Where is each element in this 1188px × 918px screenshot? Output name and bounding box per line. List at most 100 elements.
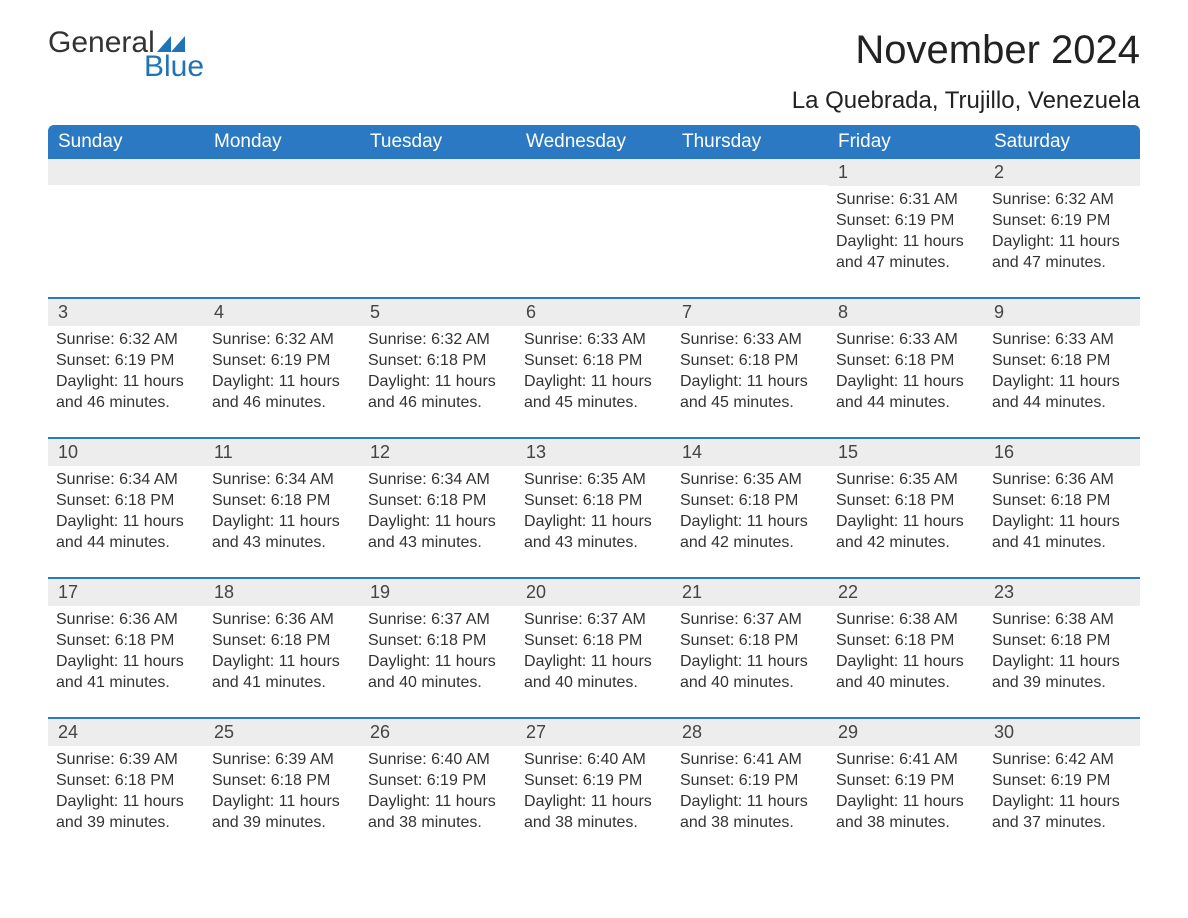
daylight-text: Daylight: 11 hours and 38 minutes.	[368, 792, 508, 834]
calendar-body: 1Sunrise: 6:31 AMSunset: 6:19 PMDaylight…	[48, 159, 1140, 839]
day-number: 11	[204, 439, 360, 466]
daylight-text: Daylight: 11 hours and 41 minutes.	[56, 652, 196, 694]
sunset-text: Sunset: 6:18 PM	[836, 351, 976, 372]
sunset-text: Sunset: 6:18 PM	[836, 491, 976, 512]
sunset-text: Sunset: 6:19 PM	[56, 351, 196, 372]
calendar-cell: 6Sunrise: 6:33 AMSunset: 6:18 PMDaylight…	[516, 299, 672, 419]
daylight-text: Daylight: 11 hours and 46 minutes.	[56, 372, 196, 414]
sunset-text: Sunset: 6:18 PM	[992, 351, 1132, 372]
title-block: November 2024 La Quebrada, Trujillo, Ven…	[792, 28, 1140, 115]
sunrise-text: Sunrise: 6:37 AM	[524, 610, 664, 631]
sunset-text: Sunset: 6:18 PM	[524, 351, 664, 372]
calendar-cell: 26Sunrise: 6:40 AMSunset: 6:19 PMDayligh…	[360, 719, 516, 839]
calendar-cell: 9Sunrise: 6:33 AMSunset: 6:18 PMDaylight…	[984, 299, 1140, 419]
calendar-cell: 22Sunrise: 6:38 AMSunset: 6:18 PMDayligh…	[828, 579, 984, 699]
calendar-cell: 30Sunrise: 6:42 AMSunset: 6:19 PMDayligh…	[984, 719, 1140, 839]
day-number: 27	[516, 719, 672, 746]
calendar-cell: 3 Sunrise: 6:32 AMSunset: 6:19 PMDaylight…	[48, 299, 204, 419]
sunrise-text: Sunrise: 6:33 AM	[992, 330, 1132, 351]
sunrise-text: Sunrise: 6:39 AM	[56, 750, 196, 771]
day-number: 10	[48, 439, 204, 466]
calendar-cell: 5Sunrise: 6:32 AMSunset: 6:18 PMDaylight…	[360, 299, 516, 419]
sunset-text: Sunset: 6:18 PM	[992, 491, 1132, 512]
daylight-text: Daylight: 11 hours and 40 minutes.	[680, 652, 820, 694]
sunrise-text: Sunrise: 6:33 AM	[836, 330, 976, 351]
sunset-text: Sunset: 6:18 PM	[524, 491, 664, 512]
daylight-text: Daylight: 11 hours and 46 minutes.	[212, 372, 352, 414]
sunrise-text: Sunrise: 6:35 AM	[836, 470, 976, 491]
calendar-cell: 28Sunrise: 6:41 AMSunset: 6:19 PMDayligh…	[672, 719, 828, 839]
day-number	[360, 159, 516, 185]
calendar-cell	[48, 159, 204, 279]
sunrise-text: Sunrise: 6:33 AM	[524, 330, 664, 351]
sunset-text: Sunset: 6:18 PM	[212, 771, 352, 792]
day-number: 22	[828, 579, 984, 606]
sunrise-text: Sunrise: 6:41 AM	[836, 750, 976, 771]
daylight-text: Daylight: 11 hours and 37 minutes.	[992, 792, 1132, 834]
sunrise-text: Sunrise: 6:39 AM	[212, 750, 352, 771]
sunrise-text: Sunrise: 6:32 AM	[992, 190, 1132, 211]
sunset-text: Sunset: 6:19 PM	[212, 351, 352, 372]
calendar-cell	[204, 159, 360, 279]
daylight-text: Daylight: 11 hours and 41 minutes.	[992, 512, 1132, 554]
sunset-text: Sunset: 6:19 PM	[836, 771, 976, 792]
sunrise-text: Sunrise: 6:32 AM	[212, 330, 352, 351]
sunset-text: Sunset: 6:19 PM	[368, 771, 508, 792]
day-number: 17	[48, 579, 204, 606]
sunrise-text: Sunrise: 6:38 AM	[992, 610, 1132, 631]
day-number	[516, 159, 672, 185]
calendar-cell: 12Sunrise: 6:34 AMSunset: 6:18 PMDayligh…	[360, 439, 516, 559]
calendar-cell: 20Sunrise: 6:37 AMSunset: 6:18 PMDayligh…	[516, 579, 672, 699]
sunrise-text: Sunrise: 6:36 AM	[212, 610, 352, 631]
sunset-text: Sunset: 6:18 PM	[56, 771, 196, 792]
daylight-text: Daylight: 11 hours and 47 minutes.	[836, 232, 976, 274]
sunrise-text: Sunrise: 6:35 AM	[524, 470, 664, 491]
calendar-cell: 2Sunrise: 6:32 AMSunset: 6:19 PMDaylight…	[984, 159, 1140, 279]
sunset-text: Sunset: 6:18 PM	[56, 631, 196, 652]
sunrise-text: Sunrise: 6:36 AM	[56, 610, 196, 631]
calendar-cell: 7Sunrise: 6:33 AMSunset: 6:18 PMDaylight…	[672, 299, 828, 419]
day-number: 28	[672, 719, 828, 746]
calendar-week: 24Sunrise: 6:39 AMSunset: 6:18 PMDayligh…	[48, 717, 1140, 839]
day-number	[48, 159, 204, 185]
sunset-text: Sunset: 6:19 PM	[524, 771, 664, 792]
day-number: 5	[360, 299, 516, 326]
day-number: 30	[984, 719, 1140, 746]
calendar-cell	[516, 159, 672, 279]
day-number: 20	[516, 579, 672, 606]
day-number	[204, 159, 360, 185]
daylight-text: Daylight: 11 hours and 38 minutes.	[524, 792, 664, 834]
sunset-text: Sunset: 6:19 PM	[836, 211, 976, 232]
sunrise-text: Sunrise: 6:36 AM	[992, 470, 1132, 491]
calendar-cell: 14Sunrise: 6:35 AMSunset: 6:18 PMDayligh…	[672, 439, 828, 559]
page-title: November 2024	[792, 28, 1140, 73]
calendar-cell	[360, 159, 516, 279]
day-number: 14	[672, 439, 828, 466]
daylight-text: Daylight: 11 hours and 44 minutes.	[992, 372, 1132, 414]
weekday-col: Saturday	[984, 125, 1140, 159]
calendar-cell: 27 Sunrise: 6:40 AMSunset: 6:19 PMDayligh…	[516, 719, 672, 839]
calendar-cell: 4Sunrise: 6:32 AMSunset: 6:19 PMDaylight…	[204, 299, 360, 419]
sunrise-text: Sunrise: 6:33 AM	[680, 330, 820, 351]
daylight-text: Daylight: 11 hours and 46 minutes.	[368, 372, 508, 414]
sunrise-text: Sunrise: 6:35 AM	[680, 470, 820, 491]
day-number: 7	[672, 299, 828, 326]
sunrise-text: Sunrise: 6:32 AM	[56, 330, 196, 351]
calendar-week: 1Sunrise: 6:31 AMSunset: 6:19 PMDaylight…	[48, 159, 1140, 279]
daylight-text: Daylight: 11 hours and 47 minutes.	[992, 232, 1132, 274]
sunset-text: Sunset: 6:18 PM	[524, 631, 664, 652]
sunrise-text: Sunrise: 6:37 AM	[680, 610, 820, 631]
daylight-text: Daylight: 11 hours and 43 minutes.	[524, 512, 664, 554]
sunrise-text: Sunrise: 6:34 AM	[368, 470, 508, 491]
sunrise-text: Sunrise: 6:42 AM	[992, 750, 1132, 771]
daylight-text: Daylight: 11 hours and 45 minutes.	[524, 372, 664, 414]
day-number: 3	[48, 299, 204, 326]
weekday-col: Thursday	[672, 125, 828, 159]
day-number: 25	[204, 719, 360, 746]
day-number: 1	[828, 159, 984, 186]
sunrise-text: Sunrise: 6:40 AM	[524, 750, 664, 771]
sunset-text: Sunset: 6:19 PM	[680, 771, 820, 792]
calendar-cell: 24Sunrise: 6:39 AMSunset: 6:18 PMDayligh…	[48, 719, 204, 839]
sunrise-text: Sunrise: 6:34 AM	[56, 470, 196, 491]
day-number: 18	[204, 579, 360, 606]
